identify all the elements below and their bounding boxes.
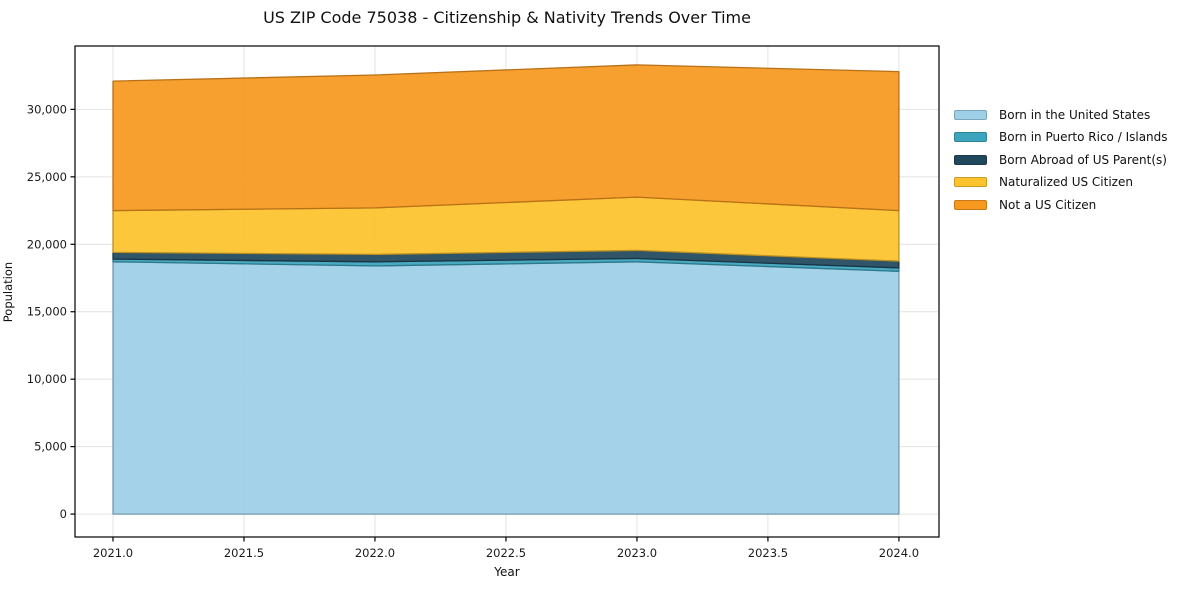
x-tick-label: 2022.0 [355, 546, 395, 560]
x-tick-label: 2022.5 [486, 546, 526, 560]
y-tick-label: 10,000 [27, 372, 67, 386]
chart-title: US ZIP Code 75038 - Citizenship & Nativi… [263, 8, 751, 27]
legend-label: Not a US Citizen [999, 197, 1097, 212]
legend-label: Born in the United States [999, 108, 1151, 122]
legend-label: Naturalized US Citizen [999, 175, 1133, 190]
legend-item: Born Abroad of US Parent(s) [954, 152, 1168, 167]
legend-swatch-icon [954, 199, 987, 210]
y-tick-label: 5,000 [34, 440, 67, 454]
y-tick-label: 0 [60, 507, 67, 521]
area-not-a-us-citizen [112, 64, 900, 212]
legend-item: Born in the United States [954, 108, 1168, 122]
legend-item: Not a US Citizen [954, 197, 1168, 212]
y-axis-label: Population [1, 261, 15, 323]
legend-item: Naturalized US Citizen [954, 175, 1168, 190]
tick-labels: 2021.0 2021.5 2022.0 2022.5 2023.0 2023.5 2024… [27, 102, 919, 560]
y-tick-label: 25,000 [27, 170, 67, 184]
y-tick-label: 15,000 [27, 305, 67, 319]
legend-swatch-icon [954, 132, 987, 143]
x-tick-label: 2021.5 [224, 546, 264, 560]
plot-border [74, 45, 940, 538]
area-born-in-the-united-states [112, 261, 900, 515]
legend: Born in the United States Born in Puerto … [954, 108, 1168, 212]
x-tick-label: 2024.0 [879, 546, 919, 560]
legend-label: Born Abroad of US Parent(s) [999, 152, 1167, 167]
x-axis-label: Year [494, 565, 520, 579]
x-tick-label: 2023.0 [617, 546, 657, 560]
y-tick-label: 30,000 [27, 102, 67, 116]
y-tick-label: 20,000 [27, 237, 67, 251]
legend-swatch-icon [954, 110, 987, 120]
axis-ticks [70, 108, 900, 542]
x-tick-label: 2021.0 [93, 546, 133, 560]
legend-swatch-icon [954, 177, 987, 188]
legend-label: Born in Puerto Rico / Islands [999, 130, 1168, 145]
legend-item: Born in Puerto Rico / Islands [954, 130, 1168, 145]
legend-swatch-icon [954, 154, 987, 165]
x-tick-label: 2023.5 [748, 546, 788, 560]
